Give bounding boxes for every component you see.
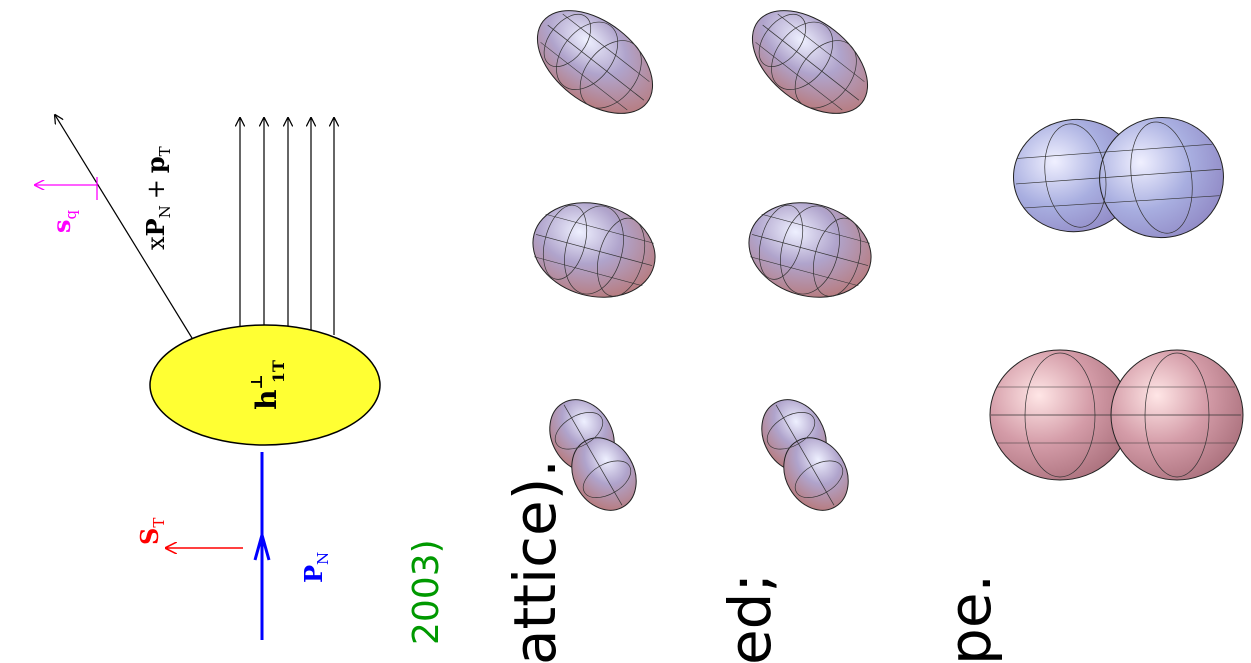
svg-text:PN: PN [299,552,332,583]
density-blob [748,202,872,298]
reference-year-text: 2003) [406,539,447,645]
density-blob [536,10,654,114]
density-blob [751,10,869,114]
blob-label: h⊥ 1T [247,360,288,410]
density-peanut [549,399,637,511]
nucleon-spin-label: ST [135,518,168,545]
density-blob [532,202,656,298]
quark-momentum-label: xPN+pT [141,146,174,250]
shape-row-bottom [989,117,1244,481]
sivers-diagram: h⊥ 1T xPN+pT sq ST PN [35,115,381,640]
svg-text:2003): 2003) [406,539,447,645]
correlator-blob [149,324,381,446]
svg-text:xPN+pT: xPN+pT [141,146,174,250]
text-line-ed: ed; [716,573,784,663]
shape-row-top [532,10,656,511]
density-peanut [761,399,849,511]
nucleon-momentum-label: PN [299,552,332,583]
nucleon-arrow [253,529,271,561]
shape-row-middle [748,10,872,511]
quark-spin-label: sq [47,209,80,233]
svg-text:pe.: pe. [936,574,1004,663]
svg-text:attice).: attice). [501,459,569,663]
density-shapes [532,10,1244,511]
text-line-lattice: attice). [501,459,569,663]
svg-text:ed;: ed; [716,573,784,663]
svg-text:h⊥1T: h⊥ 1T [247,360,288,410]
density-double-lobe [1012,117,1224,239]
density-double-lobe [989,349,1244,481]
quark-line [55,115,193,339]
remnant-lines [240,118,334,335]
svg-text:sq: sq [47,209,80,233]
text-line-pe: pe. [936,574,1004,663]
svg-text:ST: ST [135,518,168,545]
